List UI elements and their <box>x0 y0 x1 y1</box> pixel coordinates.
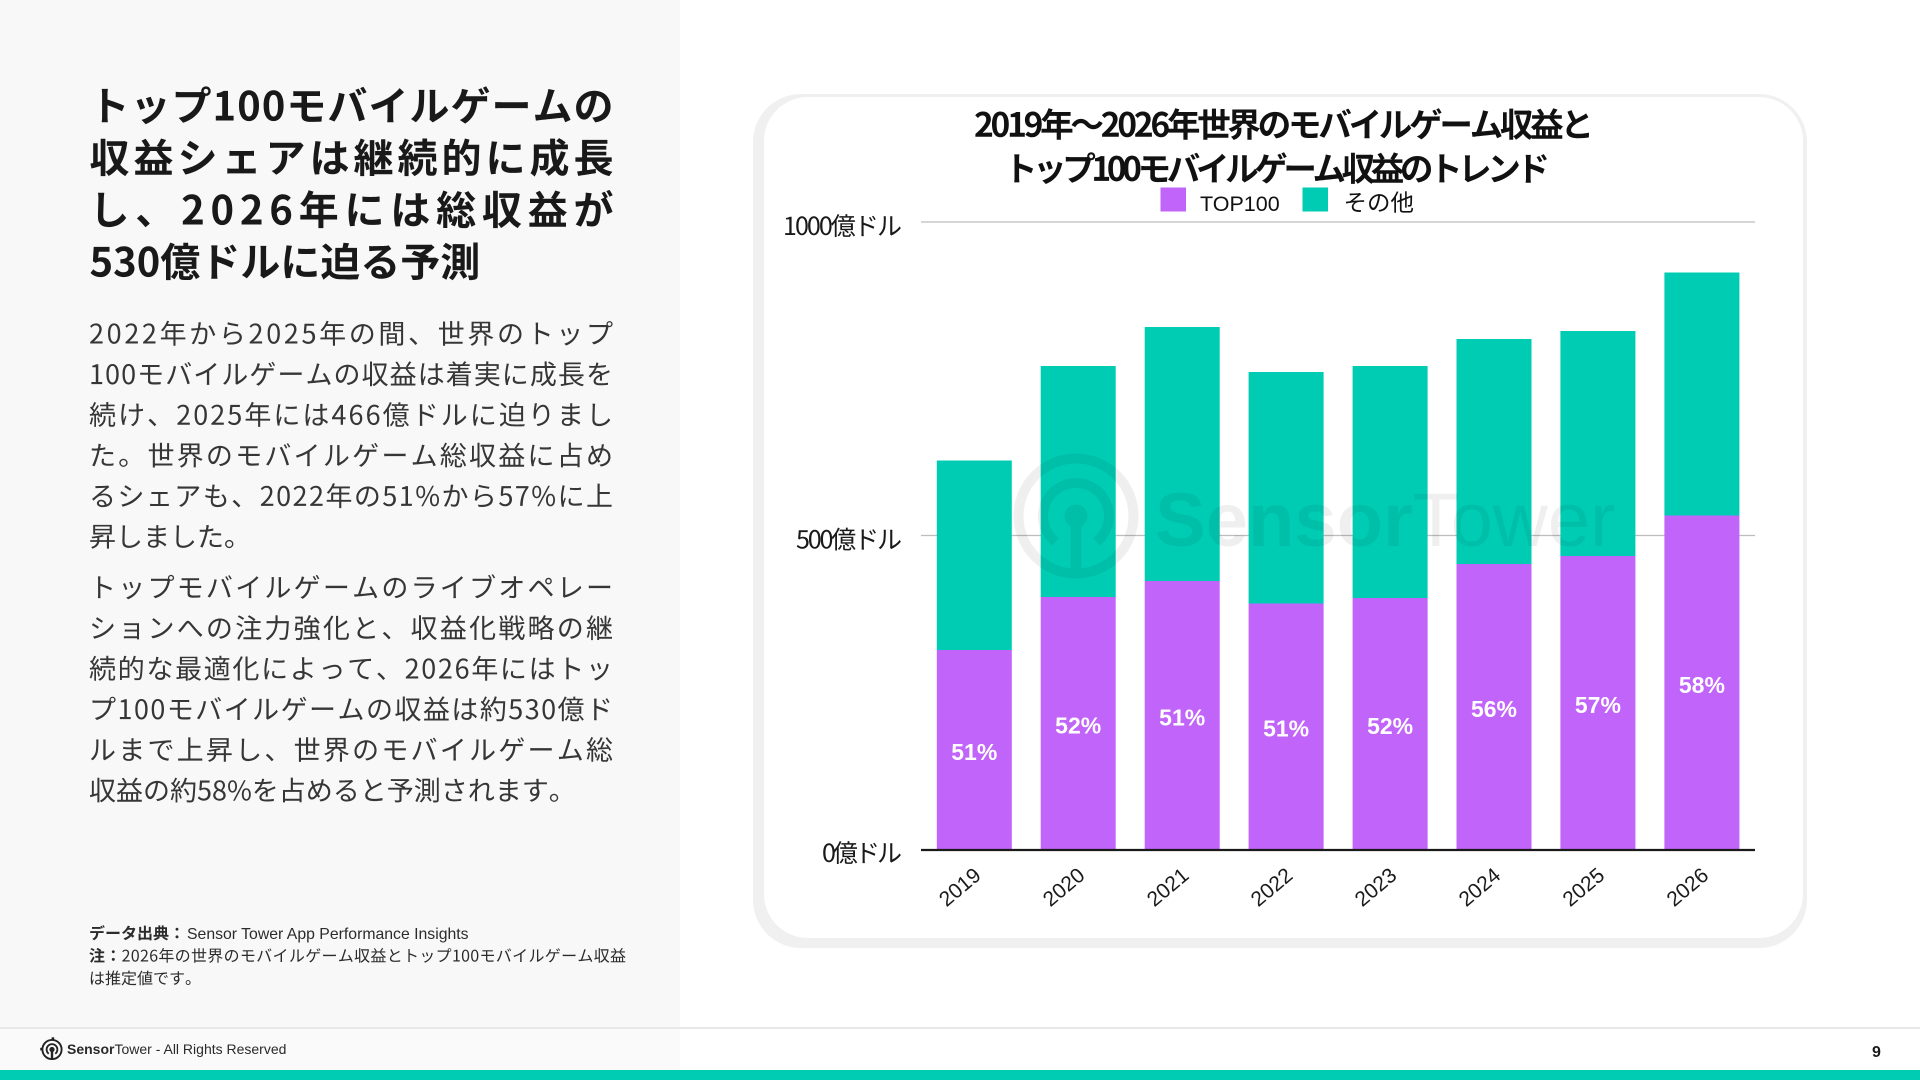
svg-text:SensorTower - All Rights Reser: SensorTower - All Rights Reserved <box>67 1041 286 1057</box>
svg-text:9: 9 <box>1872 1044 1881 1061</box>
svg-text:Sensor Tower App Performance I: Sensor Tower App Performance Insights <box>187 926 469 943</box>
svg-text:2019: 2019 <box>935 864 986 912</box>
svg-text:2025: 2025 <box>1559 864 1610 912</box>
svg-text:2024: 2024 <box>1455 864 1506 912</box>
svg-text:52%: 52% <box>1055 713 1101 739</box>
svg-text:SensorTower: SensorTower <box>1155 478 1615 563</box>
svg-text:2022: 2022 <box>1247 864 1298 912</box>
svg-text:51%: 51% <box>1159 705 1205 731</box>
svg-text:2023: 2023 <box>1351 864 1402 912</box>
svg-text:2020: 2020 <box>1039 864 1090 912</box>
svg-text:56%: 56% <box>1471 696 1517 722</box>
svg-text:51%: 51% <box>951 739 997 765</box>
svg-text:2026: 2026 <box>1663 864 1714 912</box>
svg-text:51%: 51% <box>1263 716 1309 742</box>
svg-text:57%: 57% <box>1575 692 1621 718</box>
svg-text:52%: 52% <box>1367 713 1413 739</box>
svg-text:58%: 58% <box>1679 672 1725 698</box>
svg-text:TOP100: TOP100 <box>1200 192 1280 216</box>
svg-text:2021: 2021 <box>1143 864 1194 912</box>
